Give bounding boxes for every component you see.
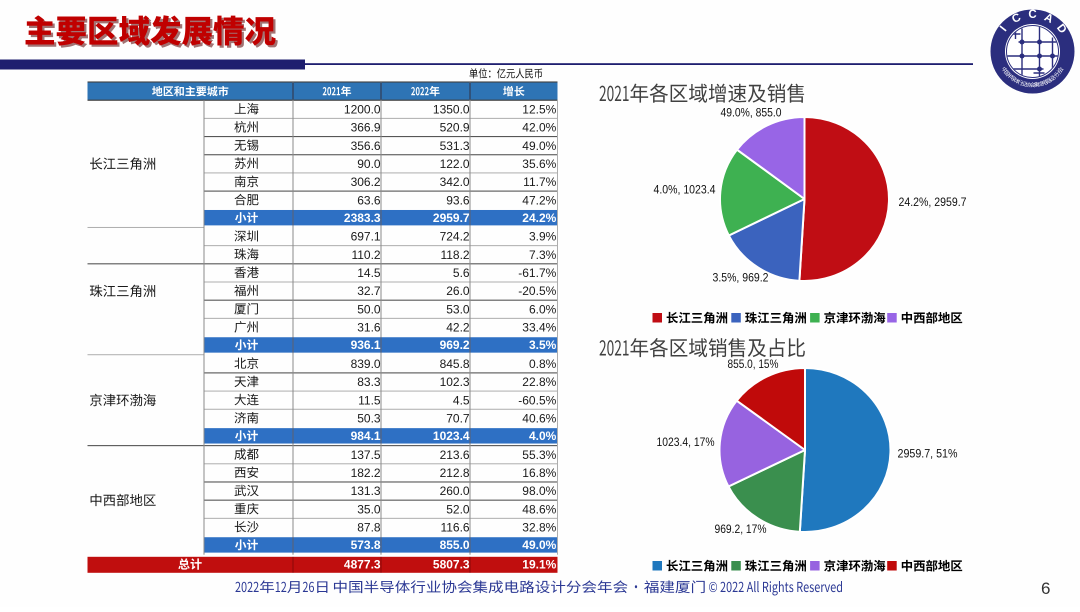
svg-text:6.0%: 6.0% [529,302,557,316]
svg-text:137.5: 137.5 [351,448,381,462]
svg-text:7.3%: 7.3% [529,248,557,262]
svg-text:22.8%: 22.8% [522,375,556,389]
svg-text:-61.7%: -61.7% [518,266,556,280]
svg-text:102.3: 102.3 [440,375,470,389]
svg-text:5.6: 5.6 [453,266,470,280]
svg-text:260.0: 260.0 [440,484,470,498]
svg-text:98.0%: 98.0% [522,484,556,498]
svg-text:93.6: 93.6 [446,193,470,207]
svg-text:24.2%, 2959.7: 24.2%, 2959.7 [899,195,967,209]
svg-text:936.1: 936.1 [351,338,381,352]
svg-text:182.2: 182.2 [351,466,381,480]
svg-text:11.7%: 11.7% [523,175,556,189]
svg-text:33.4%: 33.4% [522,321,556,335]
svg-text:573.8: 573.8 [351,538,381,552]
svg-text:32.7: 32.7 [357,284,381,298]
svg-text:47.2%: 47.2% [522,193,556,207]
svg-text:49.0%: 49.0% [522,538,556,552]
svg-text:1023.4, 17%: 1023.4, 17% [657,435,715,449]
svg-text:12.5%: 12.5% [522,102,556,116]
svg-text:306.2: 306.2 [351,175,381,189]
svg-text:3.5%, 969.2: 3.5%, 969.2 [713,271,769,285]
svg-text:52.0: 52.0 [446,502,470,516]
svg-text:26.0: 26.0 [446,284,470,298]
svg-text:116.6: 116.6 [440,521,469,535]
svg-text:1200.0: 1200.0 [344,102,381,116]
svg-text:48.6%: 48.6% [522,502,556,516]
svg-text:2959.7, 51%: 2959.7, 51% [898,447,958,461]
svg-text:855.0, 15%: 855.0, 15% [728,357,779,371]
svg-text:724.2: 724.2 [440,230,470,244]
svg-text:40.6%: 40.6% [522,411,556,425]
svg-text:131.3: 131.3 [351,484,381,498]
svg-text:14.5: 14.5 [357,266,381,280]
svg-text:50.3: 50.3 [357,411,381,425]
svg-text:213.6: 213.6 [440,448,470,462]
svg-text:212.8: 212.8 [440,466,470,480]
svg-text:70.7: 70.7 [446,411,470,425]
svg-text:2383.3: 2383.3 [344,211,381,225]
svg-text:42.0%: 42.0% [522,121,556,135]
svg-text:110.2: 110.2 [351,248,380,262]
svg-text:356.6: 356.6 [351,139,381,153]
svg-text:118.2: 118.2 [440,248,469,262]
svg-text:969.2, 17%: 969.2, 17% [715,522,767,536]
svg-text:42.2: 42.2 [446,321,470,335]
svg-text:855.0: 855.0 [440,538,470,552]
svg-text:4.0%: 4.0% [529,429,557,443]
svg-text:90.0: 90.0 [357,157,381,171]
svg-text:0.8%: 0.8% [529,357,557,371]
svg-text:C: C [1028,9,1036,21]
svg-text:19.1%: 19.1% [522,558,556,572]
svg-text:984.1: 984.1 [351,429,381,443]
svg-text:3.5%: 3.5% [529,338,557,352]
svg-text:50.0: 50.0 [357,302,381,316]
svg-text:35.0: 35.0 [357,502,381,516]
svg-text:520.9: 520.9 [440,121,470,135]
svg-text:845.8: 845.8 [440,357,470,371]
svg-text:531.3: 531.3 [440,139,470,153]
svg-text:24.2%: 24.2% [522,211,556,225]
svg-text:4877.3: 4877.3 [344,558,381,572]
svg-text:87.8: 87.8 [357,521,381,535]
svg-text:83.3: 83.3 [357,375,381,389]
svg-text:-20.5%: -20.5% [518,284,556,298]
svg-text:-60.5%: -60.5% [518,393,556,407]
svg-text:49.0%: 49.0% [522,139,556,153]
svg-text:4.0%, 1023.4: 4.0%, 1023.4 [654,183,716,197]
svg-text:366.9: 366.9 [351,121,381,135]
svg-text:342.0: 342.0 [440,175,470,189]
svg-text:16.8%: 16.8% [522,466,556,480]
svg-text:53.0: 53.0 [446,302,470,316]
svg-text:2959.7: 2959.7 [433,211,470,225]
svg-text:32.8%: 32.8% [522,521,556,535]
svg-text:122.0: 122.0 [440,157,470,171]
svg-text:35.6%: 35.6% [522,157,556,171]
svg-text:11.5: 11.5 [358,393,381,407]
svg-text:I: I [998,24,1009,34]
svg-text:5807.3: 5807.3 [433,558,470,572]
svg-text:63.6: 63.6 [357,193,381,207]
svg-text:6: 6 [1041,579,1050,598]
svg-text:1023.4: 1023.4 [433,429,470,443]
svg-text:4.5: 4.5 [453,393,470,407]
svg-text:49.0%, 855.0: 49.0%, 855.0 [721,106,782,120]
svg-text:55.3%: 55.3% [522,448,556,462]
svg-text:1350.0: 1350.0 [433,102,470,116]
svg-text:31.6: 31.6 [357,321,381,335]
svg-text:969.2: 969.2 [440,338,470,352]
svg-text:839.0: 839.0 [351,357,381,371]
svg-text:3.9%: 3.9% [529,230,557,244]
svg-text:697.1: 697.1 [351,230,381,244]
